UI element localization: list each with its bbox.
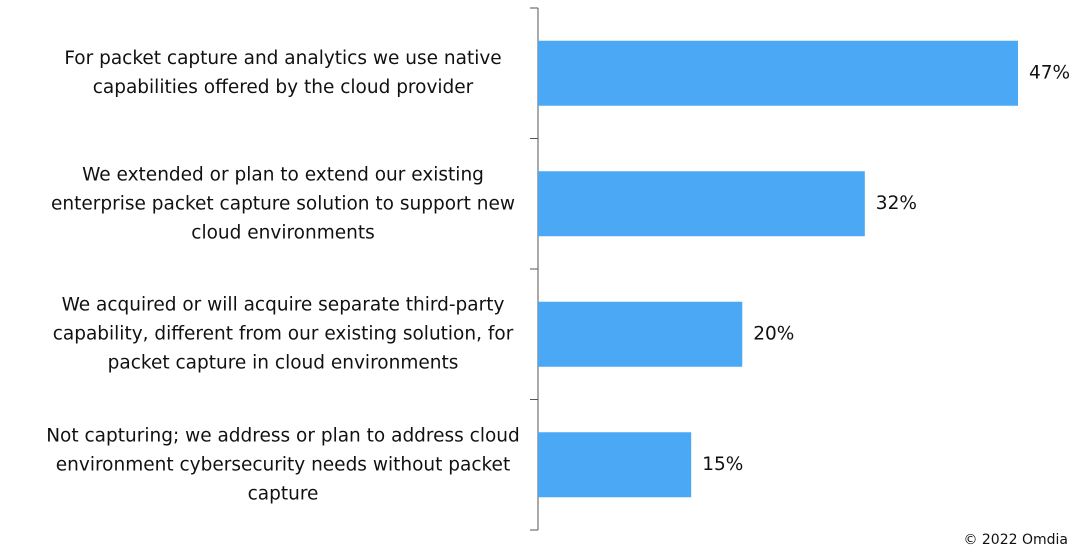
bar: [538, 301, 743, 367]
category-label: Not capturing; we address or plan to add…: [46, 425, 520, 505]
bar: [538, 40, 1018, 106]
value-label: 20%: [753, 323, 794, 344]
source: © 2022 Omdia: [963, 532, 1068, 548]
value-label: 32%: [876, 193, 917, 214]
category-label: For packet capture and analytics we use …: [64, 48, 502, 99]
bar: [538, 432, 692, 498]
value-label: 47%: [1029, 62, 1070, 83]
value-label: 15%: [702, 454, 743, 475]
category-label: We acquired or will acquire separate thi…: [52, 294, 514, 374]
category-label: We extended or plan to extend our existi…: [51, 164, 515, 244]
bar: [538, 171, 865, 237]
